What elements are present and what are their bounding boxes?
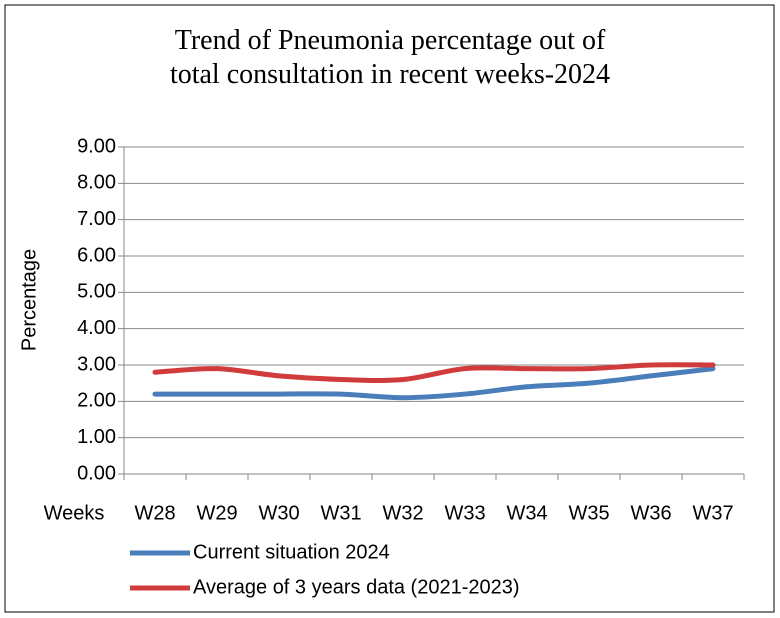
- x-tick-label: W30: [258, 502, 299, 524]
- series-line: [152, 366, 716, 401]
- y-tick-label: 8.00: [77, 172, 116, 194]
- chart-title: Trend of Pneumonia percentage out of tot…: [169, 25, 611, 90]
- y-tick-label: 6.00: [77, 244, 116, 266]
- y-tick-label: 0.00: [77, 462, 116, 484]
- x-tick-label: W33: [444, 502, 485, 524]
- x-tick-label: W37: [692, 502, 733, 524]
- x-tick-label: W29: [196, 502, 237, 524]
- y-axis-label: Percentage: [18, 249, 40, 351]
- y-tick-label: 3.00: [77, 353, 116, 375]
- y-tick-label: 7.00: [77, 208, 116, 230]
- x-tick-label: W32: [382, 502, 423, 524]
- x-tick-label: W34: [506, 502, 547, 524]
- y-tick-label: 4.00: [77, 317, 116, 339]
- y-tick-label: 2.00: [77, 390, 116, 412]
- x-axis-label: Weeks: [44, 502, 105, 524]
- legend-label: Current situation 2024: [193, 541, 390, 563]
- y-tick-label: 1.00: [77, 426, 116, 448]
- x-tick-label: W36: [630, 502, 671, 524]
- y-tick-label: 9.00: [77, 135, 116, 157]
- y-tick-label: 5.00: [77, 281, 116, 303]
- x-tick-label: W28: [134, 502, 175, 524]
- series-line: [152, 362, 716, 383]
- x-tick-label: W31: [320, 502, 361, 524]
- x-tick-label: W35: [568, 502, 609, 524]
- legend-label: Average of 3 years data (2021-2023): [193, 576, 520, 598]
- chart-border: [4, 4, 775, 613]
